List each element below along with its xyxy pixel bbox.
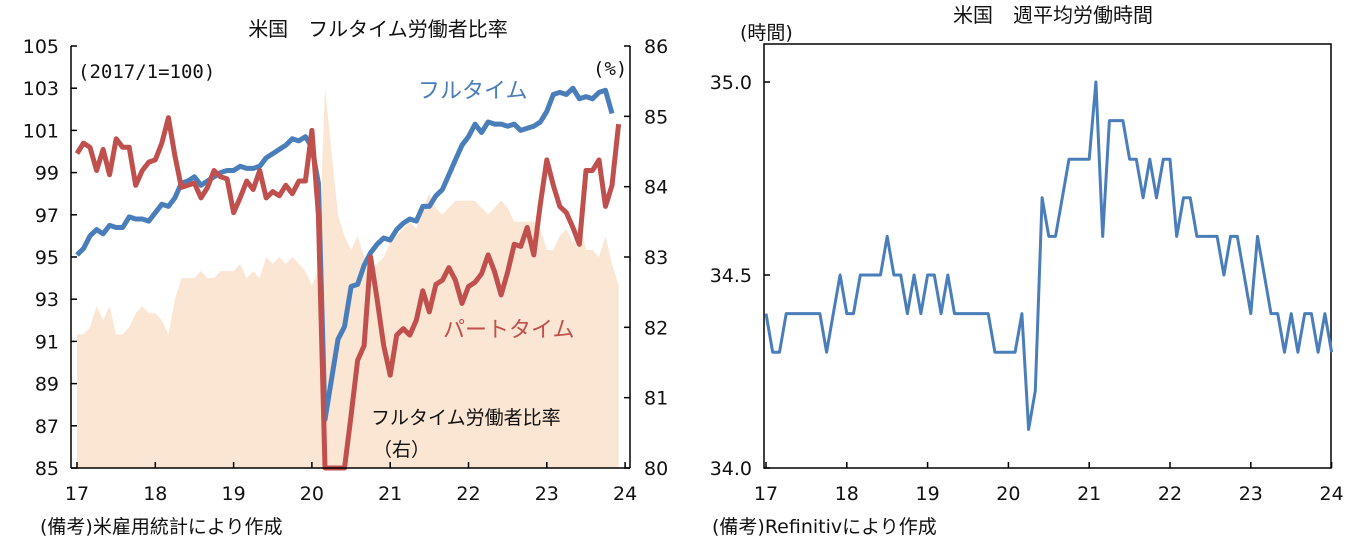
right-source-note: (備考)Refinitivにより作成	[712, 516, 937, 538]
left-chart-ticks: 105 103 101 99 97 95 93 91 89 87 85 86 85 84 83 82 81 80 1…	[23, 36, 668, 505]
left-x-tick-label: 18	[143, 483, 167, 505]
hours-y-tick-label: 34.0	[710, 458, 752, 480]
right-y-tick-label: 83	[644, 247, 668, 269]
left-y-tick-label: 95	[35, 247, 59, 269]
left-y-tick-label: 87	[35, 416, 59, 438]
right-chart-title: 米国 週平均労働時間	[953, 3, 1153, 27]
parttime-series-line	[74, 115, 622, 471]
hours-x-tick-label: 22	[1158, 483, 1182, 505]
hours-x-tick-label: 21	[1077, 483, 1101, 505]
left-x-tick-label: 22	[456, 483, 480, 505]
right-chart-ticks: 35.0 34.5 34.017 18 19 20 21 22 23 24	[710, 72, 1344, 505]
fulltime-ratio-chart: 米国 フルタイム労働者比率 (2017/1=100) (%) 105 103 101…	[23, 17, 668, 538]
left-x-tick-label: 20	[300, 483, 324, 505]
left-y-tick-label: 89	[35, 374, 59, 396]
left-y-tick-label: 103	[23, 78, 59, 100]
parttime-series-label: パートタイム	[443, 318, 575, 343]
weekly-hours-chart: 米国 週平均労働時間 (時間) 35.0 34.5 34.017 18 19 20 21 22…	[710, 3, 1344, 538]
hours-x-tick-label: 18	[835, 483, 859, 505]
left-x-tick-label: 19	[222, 483, 246, 505]
left-source-note: (備考)米雇用統計により作成	[40, 516, 282, 538]
hours-x-tick-label: 19	[916, 483, 940, 505]
left-y-tick-label: 93	[35, 289, 59, 311]
right-chart-ylabel: (時間)	[740, 22, 793, 44]
hours-y-tick-label: 34.5	[710, 265, 752, 287]
left-chart-title: 米国 フルタイム労働者比率	[248, 17, 508, 41]
left-y-tick-label: 85	[35, 458, 59, 480]
right-y-tick-label: 82	[644, 317, 668, 339]
left-x-tick-label: 17	[65, 483, 89, 505]
ratio-series-label: フルタイム労働者比率	[371, 407, 561, 429]
ratio-series-axis-note: （右）	[373, 439, 430, 461]
right-y-tick-label: 81	[644, 388, 668, 410]
hours-x-tick-label: 20	[996, 483, 1020, 505]
right-plot-frame	[763, 43, 1332, 469]
left-y-tick-label: 97	[35, 205, 59, 227]
left-y-tick-label: 105	[23, 36, 59, 58]
hours-x-tick-label: 24	[1320, 483, 1344, 505]
fulltime-series-line	[75, 85, 615, 422]
fulltime-series-label: フルタイム	[418, 79, 528, 104]
hours-y-tick-label: 35.0	[710, 72, 752, 94]
weekly-hours-line	[764, 80, 1334, 431]
left-y-tick-label: 99	[35, 163, 59, 185]
left-x-tick-label: 21	[378, 483, 402, 505]
left-x-tick-label: 23	[535, 483, 559, 505]
hours-x-tick-label: 23	[1239, 483, 1263, 505]
right-y-tick-label: 85	[644, 106, 668, 128]
hours-x-tick-label: 17	[754, 483, 778, 505]
left-x-tick-label: 24	[613, 483, 637, 505]
fulltime-ratio-area	[77, 88, 619, 468]
left-y-tick-label: 91	[35, 331, 59, 353]
left-axis-note: (2017/1=100)	[78, 61, 215, 83]
right-axis-note: (%)	[593, 58, 627, 80]
right-y-tick-label: 84	[644, 177, 668, 199]
left-y-tick-label: 101	[23, 120, 59, 142]
right-y-tick-label: 86	[644, 36, 668, 58]
right-y-tick-label: 80	[644, 458, 668, 480]
